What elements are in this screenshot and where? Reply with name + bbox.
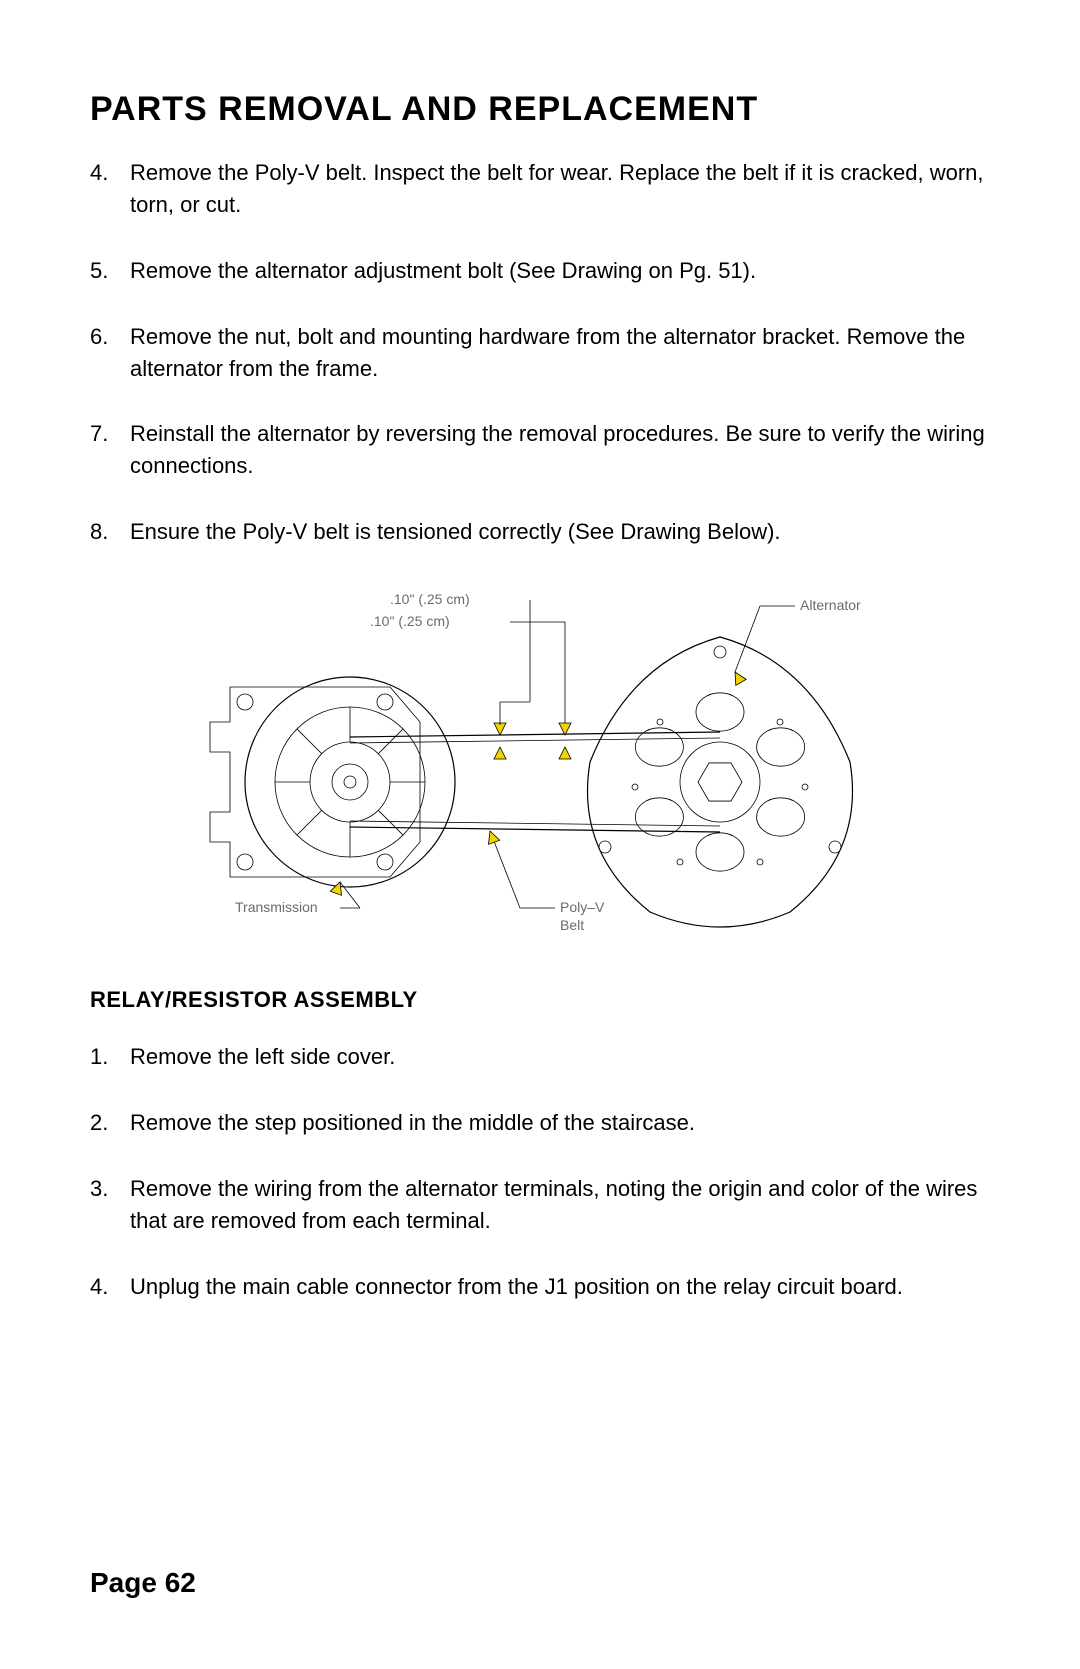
page-footer: Page 62 (90, 1567, 196, 1599)
step-text: Remove the step positioned in the middle… (130, 1107, 990, 1139)
step-item: 4. Unplug the main cable connector from … (90, 1271, 990, 1303)
step-text: Remove the left side cover. (130, 1041, 990, 1073)
step-number: 2. (90, 1107, 130, 1139)
step-number: 4. (90, 1271, 130, 1303)
svg-text:.10" (.25 cm): .10" (.25 cm) (370, 613, 450, 629)
step-number: 3. (90, 1173, 130, 1237)
step-item: 3. Remove the wiring from the alternator… (90, 1173, 990, 1237)
step-item: 5. Remove the alternator adjustment bolt… (90, 255, 990, 287)
step-item: 2. Remove the step positioned in the mid… (90, 1107, 990, 1139)
svg-text:Transmission: Transmission (235, 899, 318, 915)
page-title: PARTS REMOVAL AND REPLACEMENT (90, 90, 990, 129)
step-text: Ensure the Poly-V belt is tensioned corr… (130, 516, 990, 548)
steps-list-bottom: 1. Remove the left side cover. 2. Remove… (90, 1041, 990, 1302)
step-item: 8. Ensure the Poly-V belt is tensioned c… (90, 516, 990, 548)
step-text: Reinstall the alternator by reversing th… (130, 418, 990, 482)
step-text: Remove the nut, bolt and mounting hardwa… (130, 321, 990, 385)
svg-text:Alternator: Alternator (800, 597, 861, 613)
step-item: 1. Remove the left side cover. (90, 1041, 990, 1073)
step-item: 4. Remove the Poly-V belt. Inspect the b… (90, 157, 990, 221)
step-number: 5. (90, 255, 130, 287)
footer-page-number: 62 (165, 1567, 196, 1598)
step-number: 6. (90, 321, 130, 385)
step-text: Unplug the main cable connector from the… (130, 1271, 990, 1303)
document-page: PARTS REMOVAL AND REPLACEMENT 4. Remove … (0, 0, 1080, 1669)
step-number: 1. (90, 1041, 130, 1073)
step-text: Remove the wiring from the alternator te… (130, 1173, 990, 1237)
steps-list-top: 4. Remove the Poly-V belt. Inspect the b… (90, 157, 990, 548)
subheading: RELAY/RESISTOR ASSEMBLY (90, 987, 990, 1013)
step-text: Remove the Poly-V belt. Inspect the belt… (130, 157, 990, 221)
svg-text:Poly–V: Poly–V (560, 899, 605, 915)
belt-tension-diagram: .10" (.25 cm) .10" (.25 cm) Alternator Tran… (160, 582, 920, 947)
step-item: 7. Reinstall the alternator by reversing… (90, 418, 990, 482)
diagram-svg: .10" (.25 cm) .10" (.25 cm) Alternator Tran… (160, 582, 920, 942)
step-number: 8. (90, 516, 130, 548)
step-item: 6. Remove the nut, bolt and mounting har… (90, 321, 990, 385)
step-text: Remove the alternator adjustment bolt (S… (130, 255, 990, 287)
svg-text:Belt: Belt (560, 917, 584, 933)
step-number: 7. (90, 418, 130, 482)
footer-prefix: Page (90, 1567, 165, 1598)
svg-text:.10" (.25 cm): .10" (.25 cm) (390, 591, 470, 607)
step-number: 4. (90, 157, 130, 221)
